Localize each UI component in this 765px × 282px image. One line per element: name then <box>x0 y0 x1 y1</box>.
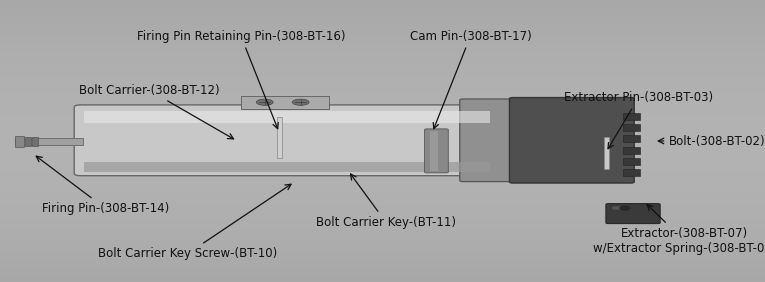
Bar <box>612 206 631 210</box>
Bar <box>623 147 640 154</box>
Bar <box>604 137 609 169</box>
Text: Firing Pin Retaining Pin-(308-BT-16): Firing Pin Retaining Pin-(308-BT-16) <box>137 30 345 129</box>
Text: Firing Pin-(308-BT-14): Firing Pin-(308-BT-14) <box>36 156 169 215</box>
Circle shape <box>292 99 309 105</box>
FancyBboxPatch shape <box>74 105 500 176</box>
Text: Bolt Carrier-(308-BT-12): Bolt Carrier-(308-BT-12) <box>79 84 233 139</box>
FancyBboxPatch shape <box>606 204 660 224</box>
Bar <box>84 111 490 123</box>
Bar <box>277 117 282 158</box>
Bar <box>623 113 640 120</box>
FancyBboxPatch shape <box>460 99 527 182</box>
Text: Bolt-(308-BT-02): Bolt-(308-BT-02) <box>658 135 765 147</box>
Bar <box>623 169 640 176</box>
Text: Cam Pin-(308-BT-17): Cam Pin-(308-BT-17) <box>409 30 532 129</box>
Bar <box>15 138 83 145</box>
Bar <box>623 135 640 142</box>
Bar <box>15 136 24 147</box>
Circle shape <box>620 206 630 210</box>
Bar <box>430 131 438 171</box>
FancyBboxPatch shape <box>509 98 634 183</box>
Text: Extractor-(308-BT-07)
w/Extractor Spring-(308-BT-08): Extractor-(308-BT-07) w/Extractor Spring… <box>593 204 765 255</box>
Bar <box>241 96 329 109</box>
Bar <box>623 124 640 131</box>
Text: Bolt Carrier Key-(BT-11): Bolt Carrier Key-(BT-11) <box>316 174 457 229</box>
FancyBboxPatch shape <box>425 129 448 173</box>
Circle shape <box>256 99 273 105</box>
Text: Extractor Pin-(308-BT-03): Extractor Pin-(308-BT-03) <box>565 91 713 149</box>
Bar <box>623 158 640 165</box>
Text: Bolt Carrier Key Screw-(BT-10): Bolt Carrier Key Screw-(BT-10) <box>98 184 291 260</box>
Bar <box>25 137 31 146</box>
Bar <box>84 162 490 172</box>
Bar <box>32 137 38 146</box>
